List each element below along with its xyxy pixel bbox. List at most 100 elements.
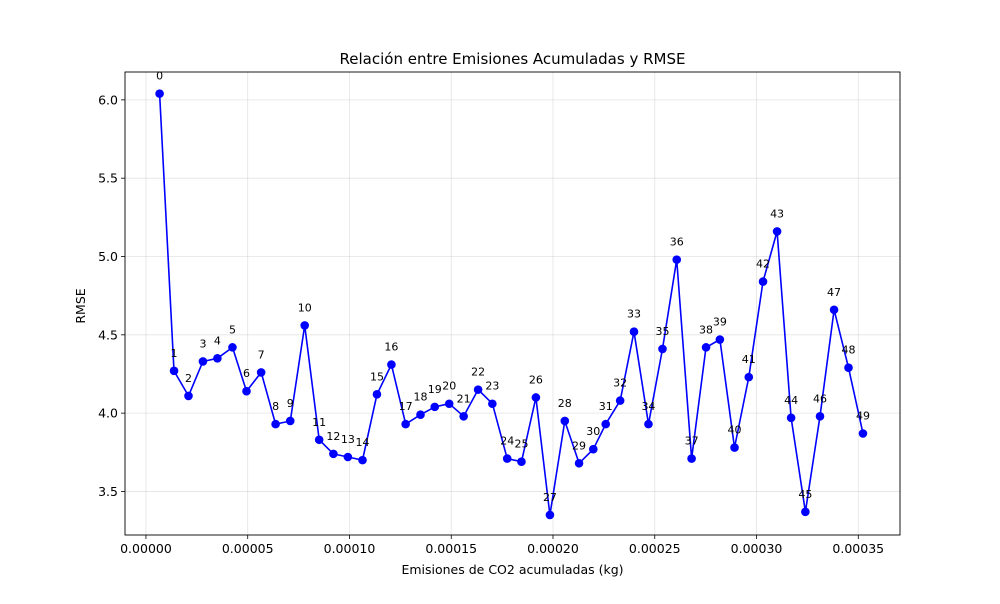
point-label: 6: [243, 367, 250, 380]
data-point: [169, 366, 179, 376]
x-axis-label: Emisiones de CO2 acumuladas (kg): [401, 562, 623, 577]
point-label: 26: [529, 373, 543, 386]
point-label: 35: [655, 325, 669, 338]
data-point: [372, 390, 382, 399]
data-point: [786, 413, 796, 423]
data-point: [588, 444, 598, 454]
point-label: 47: [827, 286, 841, 299]
data-point: [488, 399, 497, 409]
y-tick-label: 4.0: [98, 406, 118, 421]
data-point: [502, 454, 512, 463]
data-point: [285, 416, 295, 426]
data-point: [629, 327, 639, 336]
data-point: [687, 454, 696, 463]
series-points: [155, 89, 868, 520]
x-tick-label: 0.00035: [832, 541, 884, 556]
data-point: [155, 89, 164, 98]
data-point: [256, 368, 266, 377]
x-tick-label: 0.00030: [731, 541, 783, 556]
y-tick-label: 5.0: [98, 249, 118, 264]
data-point: [198, 357, 208, 366]
x-tick-label: 0.00010: [324, 541, 376, 556]
point-label: 37: [685, 435, 699, 448]
point-label: 27: [543, 491, 557, 504]
data-point: [730, 443, 739, 452]
point-label: 15: [370, 370, 384, 383]
point-label: 32: [613, 377, 627, 390]
data-point: [459, 411, 468, 421]
point-label: 41: [742, 353, 756, 366]
data-point: [401, 419, 410, 429]
point-label: 25: [514, 438, 528, 451]
y-tick-label: 5.5: [98, 171, 118, 186]
data-point: [430, 402, 440, 412]
y-axis-label: RMSE: [73, 288, 88, 323]
point-label: 14: [356, 436, 370, 449]
y-tick-label: 4.5: [98, 327, 118, 342]
axes: 0.00000 0.00005 0.00010 0.00015 0.00020 0.000…: [98, 71, 901, 556]
data-point: [242, 386, 251, 396]
data-point: [531, 393, 541, 402]
point-label: 24: [500, 435, 514, 448]
point-label: 39: [713, 316, 727, 329]
point-label: 44: [784, 394, 798, 407]
x-tick-label: 0.00015: [425, 541, 477, 556]
point-label: 9: [287, 397, 294, 410]
point-label: 11: [312, 416, 326, 429]
data-point: [560, 416, 570, 426]
data-point: [228, 343, 237, 352]
data-point: [815, 411, 825, 421]
data-point: [343, 452, 353, 462]
point-label: 13: [341, 433, 355, 446]
point-label: 10: [298, 301, 312, 314]
point-label: 48: [842, 344, 856, 357]
y-tick-label: 6.0: [98, 92, 118, 107]
data-point: [715, 335, 725, 344]
x-tick-label: 0.00000: [120, 541, 172, 556]
point-label: 2: [185, 372, 192, 385]
data-point: [358, 455, 367, 465]
y-tick-label: 3.5: [98, 484, 118, 499]
data-point: [744, 372, 754, 382]
data-point: [858, 429, 868, 438]
point-label: 40: [728, 424, 742, 437]
data-point: [213, 354, 222, 363]
point-label: 12: [326, 430, 340, 443]
point-label: 42: [756, 258, 770, 271]
point-label: 18: [414, 391, 428, 404]
point-label: 8: [272, 400, 279, 413]
data-point: [416, 410, 425, 420]
point-label: 17: [399, 400, 413, 413]
data-point: [444, 399, 454, 409]
plot-frame: [124, 71, 901, 536]
x-tick-label: 0.00025: [629, 541, 681, 556]
point-label: 5: [229, 323, 236, 336]
point-label: 19: [428, 383, 442, 396]
point-label: 22: [471, 366, 485, 379]
point-label: 43: [770, 207, 784, 220]
point-label: 4: [214, 334, 221, 347]
point-label: 46: [813, 392, 827, 405]
data-point: [758, 277, 768, 286]
point-label: 7: [258, 348, 265, 361]
data-point: [184, 391, 193, 401]
data-point: [387, 360, 396, 369]
point-label: 45: [798, 488, 812, 501]
chart-title: Relación entre Emisiones Acumuladas y RM…: [340, 50, 686, 68]
data-point: [473, 385, 483, 394]
data-point: [574, 458, 584, 468]
point-label: 49: [856, 410, 870, 423]
data-point: [644, 419, 653, 429]
data-point: [829, 305, 839, 315]
point-label: 16: [384, 341, 398, 354]
data-point: [844, 363, 853, 373]
point-label: 36: [670, 236, 684, 249]
data-point: [545, 510, 555, 520]
point-label: 1: [171, 347, 178, 360]
data-point: [615, 396, 625, 405]
data-point: [672, 255, 682, 264]
point-label: 29: [572, 439, 586, 452]
